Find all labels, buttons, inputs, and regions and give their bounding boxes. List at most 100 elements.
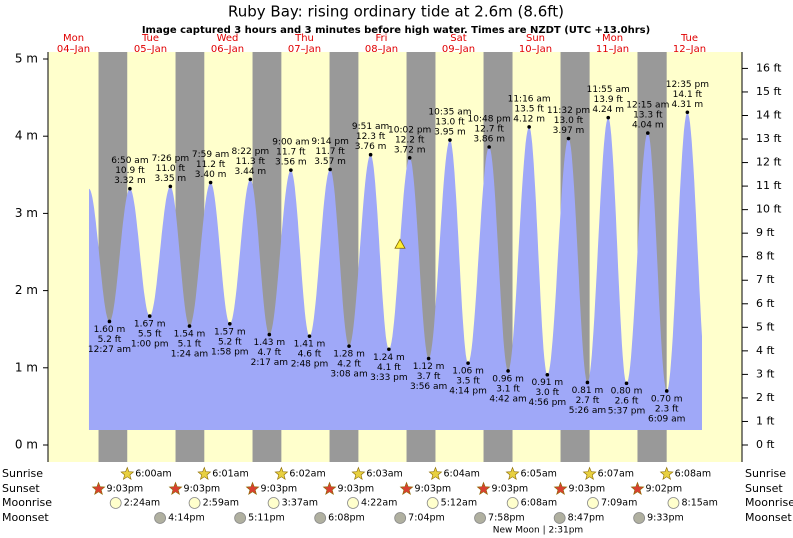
chart-subtitle: Image captured 3 hours and 3 minutes bef… [142, 25, 650, 36]
row-label: Moonset [2, 511, 49, 524]
row-label-right: Moonset [745, 511, 792, 524]
tide-label: 1.43 m [253, 338, 285, 348]
row-time: 9:03pm [184, 484, 221, 495]
row-time: 2:59am [203, 498, 239, 509]
tide-label: 10.9 ft [115, 166, 145, 176]
y-tick-label: 1 m [15, 360, 38, 374]
row-time: 4:14pm [168, 513, 205, 524]
tide-label: 5:37 pm [608, 407, 646, 417]
tide-label: 9:51 am [352, 122, 389, 132]
tide-point [387, 347, 391, 352]
y2-tick-label: 12 ft [756, 156, 782, 169]
tide-point [466, 361, 470, 365]
tide-point [368, 152, 373, 157]
y2-tick-label: 16 ft [756, 61, 782, 74]
sun-icon [428, 466, 443, 480]
moon-icon [347, 497, 359, 509]
row-time: 8:15am [681, 498, 717, 509]
tide-label: 12:27 am [88, 345, 131, 355]
tide-label: 13.0 ft [554, 116, 584, 126]
tide-point [128, 186, 132, 191]
row-time: 9:03pm [415, 484, 452, 495]
sun-icon [351, 466, 366, 480]
tide-label: 0.96 m [492, 374, 524, 384]
row-time: 9:03pm [569, 484, 606, 495]
tide-label: 3.57 m [314, 157, 346, 167]
tide-label: 4.1 ft [377, 363, 401, 373]
row-time: 7:04pm [408, 513, 445, 524]
moon-icon [188, 497, 201, 509]
tide-label: 1:58 pm [211, 347, 249, 357]
sun-icon [322, 481, 337, 495]
tide-label: 1.12 m [413, 362, 445, 372]
tide-label: 1.57 m [214, 327, 246, 337]
tide-area [88, 112, 703, 431]
moon-icon [633, 512, 646, 524]
sun-icon [168, 481, 183, 495]
row-time: 4:22am [361, 498, 397, 509]
y2-tick-label: 9 ft [756, 226, 775, 239]
moon-icon [154, 512, 166, 524]
tide-label: 2.6 ft [615, 397, 639, 407]
sun-icon [197, 466, 212, 480]
tide-label: 4.2 ft [337, 360, 361, 370]
row-time: 7:09am [601, 498, 637, 509]
tide-label: 11.2 ft [196, 160, 226, 170]
tide-point [307, 334, 312, 338]
tide-label: 10:35 am [428, 108, 471, 118]
row-time: 3:37am [282, 498, 318, 509]
row-time: 6:07am [598, 469, 634, 480]
y-tick-label: 5 m [15, 52, 38, 66]
tide-label: 5:26 am [569, 406, 606, 416]
day-date: 10–Jan [519, 44, 552, 55]
sun-icon [582, 466, 597, 480]
moon-icon [506, 497, 519, 509]
tide-label: 11.3 ft [236, 157, 266, 167]
tide-label: 5.2 ft [218, 337, 242, 347]
row-time: 9:03pm [338, 484, 375, 495]
tide-point [208, 180, 213, 185]
tide-point [685, 110, 690, 115]
sun-icon [476, 481, 491, 495]
moon-icon [474, 512, 486, 524]
sun-icon [399, 481, 414, 495]
tide-label: 4.24 m [592, 105, 624, 115]
day-name: Wed [217, 33, 239, 44]
day-name: Thu [294, 33, 314, 44]
tide-label: 1.67 m [134, 320, 166, 330]
tide-label: 0.91 m [531, 378, 563, 388]
y2-tick-label: 6 ft [756, 297, 775, 310]
y-tick-label: 2 m [15, 283, 38, 297]
tide-label: 3.86 m [473, 135, 505, 145]
row-time: 6:08am [521, 498, 557, 509]
tide-point [426, 356, 431, 361]
tide-label: 12.7 ft [474, 125, 504, 135]
sun-icon [274, 466, 289, 480]
tide-label: 3.35 m [155, 174, 187, 184]
tide-label: 3.32 m [114, 176, 146, 186]
row-time: 5:12am [441, 498, 477, 509]
tide-label: 8:22 pm [232, 147, 270, 157]
day-date: 08–Jan [365, 44, 398, 55]
row-time: 5:11pm [248, 513, 285, 524]
row-time: 6:08am [675, 469, 711, 480]
row-time: 6:00am [135, 469, 171, 480]
tide-label: 9:00 am [272, 138, 309, 148]
tide-label: 3:56 am [410, 382, 447, 392]
tide-point [585, 380, 590, 385]
row-time: 6:04am [443, 469, 479, 480]
tide-label: 3.7 ft [417, 372, 441, 382]
row-time: 9:03pm [492, 484, 529, 495]
day-name: Fri [376, 33, 388, 44]
moon-icon [553, 512, 566, 524]
y2-tick-label: 10 ft [756, 203, 782, 216]
tide-label: 2.7 ft [576, 396, 600, 406]
row-time: 6:03am [366, 469, 402, 480]
tide-label: 1:24 am [171, 350, 208, 360]
tide-label: 3.44 m [235, 167, 267, 177]
y2-tick-label: 2 ft [756, 391, 775, 404]
row-time: 9:03pm [261, 484, 298, 495]
tide-label: 11:16 am [508, 94, 551, 104]
day-name: Mon [602, 33, 623, 44]
y2-tick-label: 5 ft [756, 320, 775, 333]
